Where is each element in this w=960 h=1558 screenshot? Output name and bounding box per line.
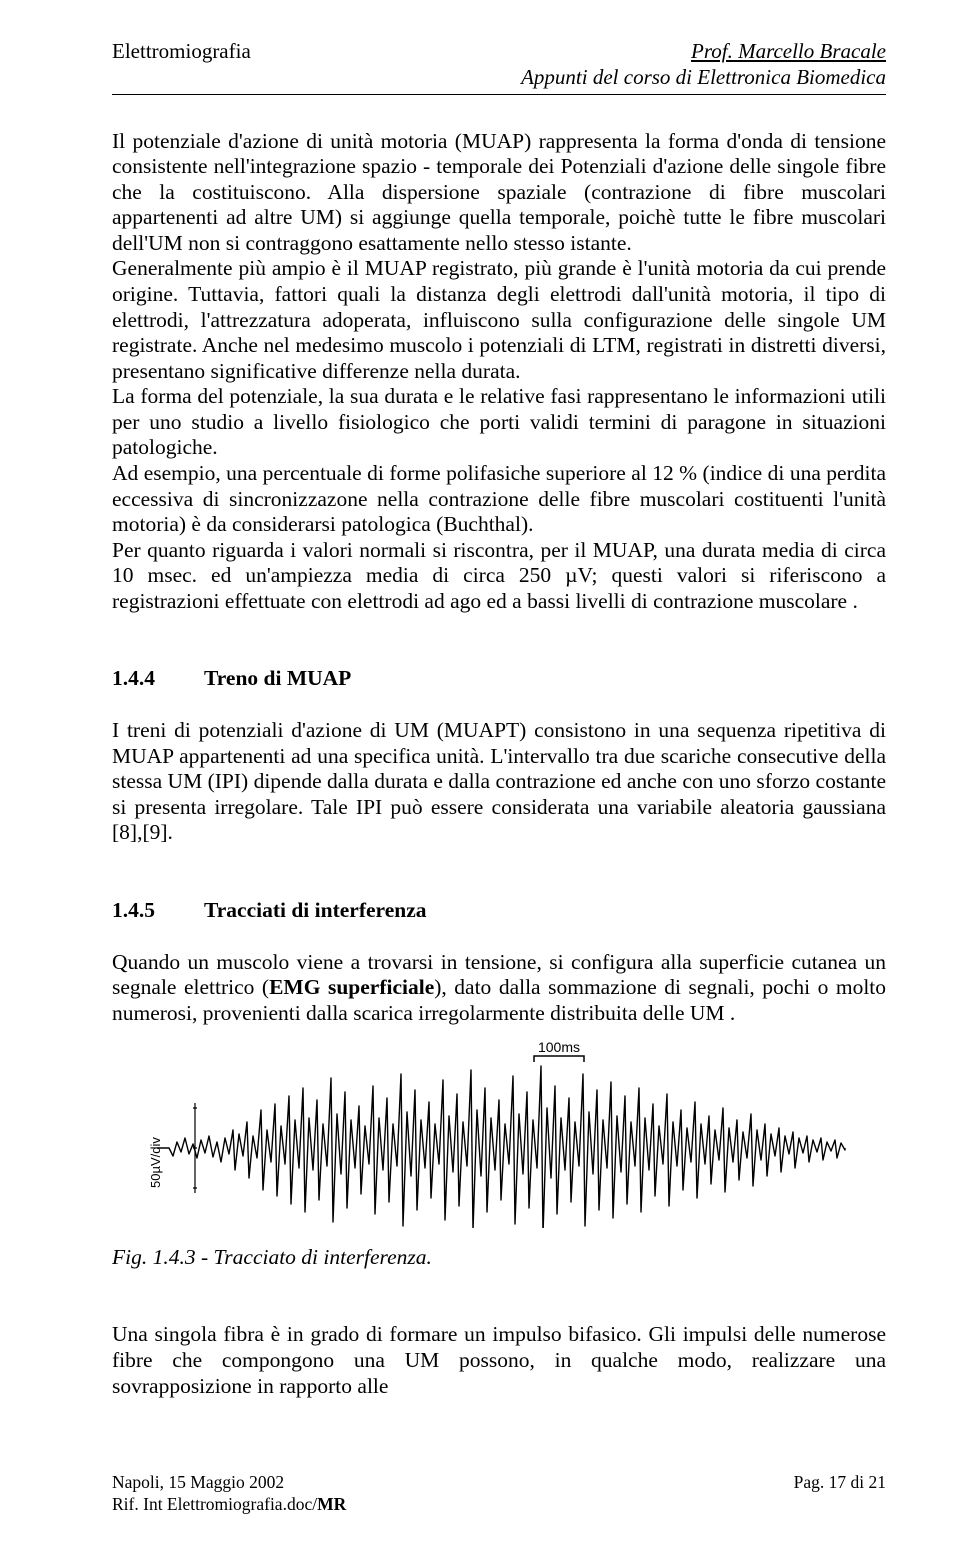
- paragraph-1: Il potenziale d'azione di unità motoria …: [112, 129, 886, 257]
- paragraph-5: Per quanto riguarda i valori normali si …: [112, 538, 886, 615]
- y-axis-label: 50µV/div: [148, 1137, 163, 1188]
- paragraph-8: Una singola fibra è in grado di formare …: [112, 1322, 886, 1399]
- footer-ref-text: Rif. Int Elettromiografia.doc/: [112, 1494, 317, 1514]
- section-145-number: 1.4.5: [112, 898, 204, 924]
- header-right: Prof. Marcello Bracale Appunti del corso…: [521, 38, 886, 91]
- svg-text:100ms: 100ms: [538, 1039, 580, 1055]
- paragraph-2: Generalmente più ampio è il MUAP registr…: [112, 256, 886, 384]
- section-144-heading: 1.4.4Treno di MUAP: [112, 666, 886, 692]
- page-header: Elettromiografia Prof. Marcello Bracale …: [112, 38, 886, 95]
- section-144-title: Treno di MUAP: [204, 666, 351, 690]
- section-145-heading: 1.4.5Tracciati di interferenza: [112, 898, 886, 924]
- footer-ref: Rif. Int Elettromiografia.doc/MR: [112, 1494, 886, 1516]
- paragraph-6: I treni di potenziali d'azione di UM (MU…: [112, 718, 886, 846]
- paragraph-7: Quando un muscolo viene a trovarsi in te…: [112, 950, 886, 1027]
- body: Il potenziale d'azione di unità motoria …: [112, 129, 886, 1400]
- figure-143: 50µV/div 100ms: [112, 1038, 886, 1235]
- header-course: Appunti del corso di Elettronica Biomedi…: [521, 64, 886, 90]
- header-left: Elettromiografia: [112, 38, 251, 64]
- section-144-number: 1.4.4: [112, 666, 204, 692]
- footer-ref-initials: MR: [317, 1494, 346, 1514]
- figure-caption: Fig. 1.4.3 - Tracciato di interferenza.: [112, 1245, 886, 1271]
- footer-page: Pag. 17 di 21: [794, 1472, 886, 1494]
- header-professor: Prof. Marcello Bracale: [521, 38, 886, 64]
- section-145-title: Tracciati di interferenza: [204, 898, 427, 922]
- emg-trace-svg: 100ms: [149, 1038, 849, 1228]
- paragraph-3: La forma del potenziale, la sua durata e…: [112, 384, 886, 461]
- page-footer: Napoli, 15 Maggio 2002 Pag. 17 di 21 Rif…: [112, 1472, 886, 1516]
- emg-superficiale-term: EMG superficiale: [269, 975, 434, 999]
- footer-date: Napoli, 15 Maggio 2002: [112, 1472, 284, 1494]
- paragraph-4: Ad esempio, una percentuale di forme pol…: [112, 461, 886, 538]
